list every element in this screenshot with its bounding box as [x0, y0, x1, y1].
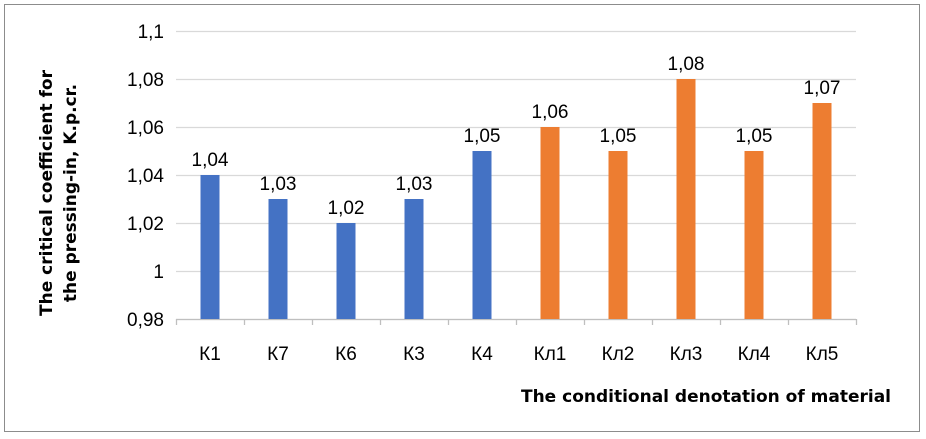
x-tick-label: К7 [267, 344, 289, 365]
y-tick-label: 1,1 [138, 22, 164, 43]
chart-frame [4, 4, 920, 432]
bar [268, 199, 288, 319]
x-tick-label: Кл2 [602, 344, 635, 365]
data-label: 1,05 [464, 126, 501, 147]
x-tick-labels: К1 К7 К6 К3 К4 Кл1 Кл2 Кл3 Кл4 Кл5 [199, 344, 838, 365]
y-tick-labels: 0,98 1 1,02 1,04 1,06 1,08 1,1 [127, 22, 164, 331]
data-label: 1,06 [532, 102, 569, 123]
y-tick-label: 1 [153, 262, 164, 283]
data-label: 1,03 [396, 174, 433, 195]
data-label: 1,07 [804, 78, 841, 99]
bar [404, 199, 424, 319]
data-label: 1,02 [328, 198, 365, 219]
data-labels: 1,04 1,03 1,02 1,03 1,05 1,06 1,05 1,08 1,05 1,07 [192, 54, 841, 219]
data-label: 1,05 [736, 126, 773, 147]
y-tick-label: 0,98 [127, 310, 164, 331]
bar [200, 175, 220, 319]
bar [608, 151, 628, 319]
x-tick-label: К4 [471, 344, 493, 365]
data-label: 1,08 [668, 54, 705, 75]
data-label: 1,04 [192, 150, 229, 171]
bar [472, 151, 492, 319]
data-label: 1,05 [600, 126, 637, 147]
bar [540, 127, 560, 319]
x-tick-label: К6 [335, 344, 357, 365]
y-axis-title-line-1: The critical coefficient for [37, 69, 57, 316]
bars [200, 79, 832, 319]
bar [812, 103, 832, 319]
x-tick-label: К1 [199, 344, 221, 365]
y-tick-label: 1,08 [127, 70, 164, 91]
y-tick-label: 1,04 [127, 166, 164, 187]
bar [744, 151, 764, 319]
data-label: 1,03 [260, 174, 297, 195]
gridlines [175, 30, 858, 325]
x-tick-label: Кл5 [806, 344, 839, 365]
x-tick-label: Кл1 [534, 344, 567, 365]
bar [676, 79, 696, 319]
y-tick-label: 1,02 [127, 214, 164, 235]
y-tick-label: 1,06 [127, 118, 164, 139]
x-tick-label: К3 [403, 344, 425, 365]
y-axis-title-line-2: the pressing-in, K.p.cr. [61, 84, 81, 302]
x-axis-title: The conditional denotation of material [521, 387, 891, 407]
bar [336, 223, 356, 319]
x-tick-label: Кл3 [670, 344, 703, 365]
x-tick-label: Кл4 [738, 344, 771, 365]
